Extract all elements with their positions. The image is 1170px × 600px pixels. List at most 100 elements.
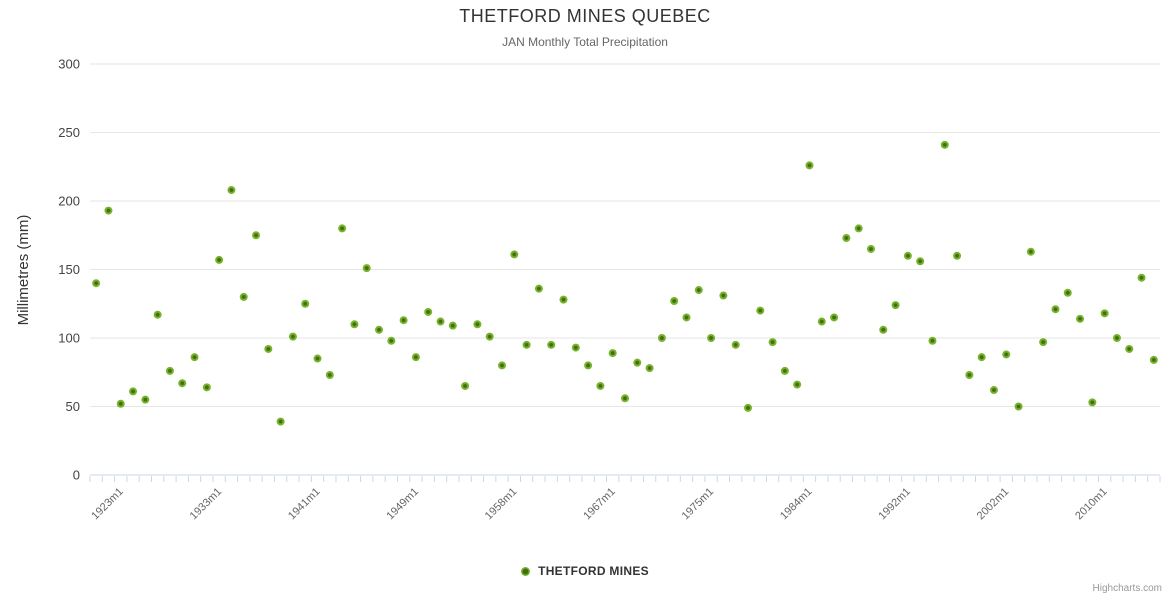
data-point[interactable]	[1014, 402, 1023, 411]
data-point[interactable]	[1112, 334, 1121, 342]
data-point[interactable]	[1137, 273, 1146, 282]
data-point[interactable]	[301, 299, 310, 308]
y-tick-label: 50	[66, 399, 80, 414]
data-point[interactable]	[1051, 305, 1060, 314]
y-tick-label: 250	[58, 125, 80, 140]
data-point[interactable]	[1039, 338, 1048, 347]
x-tick-label: 1967m1	[581, 486, 618, 523]
data-point[interactable]	[547, 340, 556, 349]
data-point[interactable]	[498, 361, 507, 370]
data-point[interactable]	[436, 317, 445, 326]
data-point[interactable]	[153, 310, 162, 319]
data-point[interactable]	[215, 255, 224, 264]
data-point[interactable]	[768, 338, 777, 347]
x-tick-label: 1992m1	[876, 486, 913, 523]
data-point[interactable]	[239, 292, 248, 301]
data-point[interactable]	[448, 321, 457, 330]
data-point[interactable]	[854, 224, 863, 233]
data-point[interactable]	[1088, 398, 1097, 407]
data-point[interactable]	[522, 340, 531, 349]
data-point[interactable]	[793, 380, 802, 389]
data-point[interactable]	[953, 251, 962, 260]
data-point[interactable]	[731, 340, 740, 349]
data-point[interactable]	[657, 334, 666, 342]
data-point[interactable]	[940, 140, 949, 149]
data-point[interactable]	[325, 370, 334, 379]
data-point[interactable]	[805, 161, 814, 170]
data-point[interactable]	[916, 257, 925, 266]
data-point[interactable]	[1002, 350, 1011, 359]
data-point[interactable]	[1149, 355, 1158, 364]
data-point[interactable]	[977, 353, 986, 362]
data-point[interactable]	[879, 325, 888, 334]
data-point[interactable]	[510, 250, 519, 259]
data-point[interactable]	[252, 231, 261, 240]
data-point[interactable]	[399, 316, 408, 325]
data-point[interactable]	[1063, 288, 1072, 297]
data-point[interactable]	[227, 186, 236, 195]
data-point[interactable]	[608, 349, 617, 358]
data-point[interactable]	[621, 394, 629, 403]
y-tick-label: 150	[58, 262, 80, 277]
data-point[interactable]	[178, 379, 187, 388]
data-point[interactable]	[596, 381, 605, 390]
data-point[interactable]	[116, 399, 125, 408]
x-tick-label: 1984m1	[778, 486, 815, 523]
data-point[interactable]	[559, 295, 568, 304]
data-point[interactable]	[830, 313, 839, 322]
data-point[interactable]	[1076, 314, 1085, 323]
data-point[interactable]	[1026, 247, 1035, 256]
legend-item[interactable]: THETFORD MINES	[0, 563, 1170, 579]
data-point[interactable]	[534, 284, 543, 293]
legend-marker-icon	[521, 566, 531, 576]
data-point[interactable]	[694, 286, 703, 295]
data-point[interactable]	[264, 344, 273, 353]
data-point[interactable]	[473, 320, 482, 329]
data-point[interactable]	[129, 387, 138, 396]
data-point[interactable]	[928, 336, 937, 345]
data-point[interactable]	[288, 332, 297, 341]
data-point[interactable]	[411, 353, 420, 362]
data-point[interactable]	[485, 332, 494, 341]
data-point[interactable]	[375, 325, 384, 334]
data-point[interactable]	[202, 383, 211, 392]
data-point[interactable]	[891, 301, 900, 310]
data-point[interactable]	[104, 206, 113, 215]
data-point[interactable]	[743, 403, 752, 412]
y-tick-label: 100	[58, 331, 80, 346]
data-point[interactable]	[989, 386, 998, 395]
data-point[interactable]	[756, 306, 765, 315]
data-point[interactable]	[461, 381, 470, 390]
data-point[interactable]	[965, 370, 974, 379]
data-point[interactable]	[276, 417, 285, 426]
data-point[interactable]	[842, 233, 851, 242]
data-point[interactable]	[780, 366, 789, 375]
data-point[interactable]	[719, 291, 728, 300]
data-point[interactable]	[141, 395, 150, 404]
data-point[interactable]	[362, 264, 371, 273]
data-point[interactable]	[1100, 309, 1109, 318]
y-tick-label: 200	[58, 194, 80, 209]
data-point[interactable]	[707, 334, 716, 342]
data-point[interactable]	[92, 279, 101, 288]
data-point[interactable]	[338, 224, 347, 233]
data-point[interactable]	[424, 307, 433, 316]
data-point[interactable]	[584, 361, 593, 370]
data-point[interactable]	[903, 251, 912, 260]
data-point[interactable]	[571, 343, 580, 352]
data-point[interactable]	[165, 366, 174, 375]
data-point[interactable]	[817, 317, 826, 326]
data-point[interactable]	[866, 244, 875, 253]
data-point[interactable]	[313, 354, 322, 363]
data-point[interactable]	[387, 336, 396, 345]
data-point[interactable]	[350, 320, 359, 329]
data-point[interactable]	[633, 358, 642, 367]
data-point[interactable]	[682, 313, 691, 322]
data-point[interactable]	[670, 297, 679, 306]
credits-link[interactable]: Highcharts.com	[1092, 583, 1162, 594]
chart-subtitle: JAN Monthly Total Precipitation	[502, 35, 668, 49]
data-point[interactable]	[1125, 344, 1134, 353]
data-point[interactable]	[645, 364, 654, 373]
data-point[interactable]	[190, 353, 199, 362]
